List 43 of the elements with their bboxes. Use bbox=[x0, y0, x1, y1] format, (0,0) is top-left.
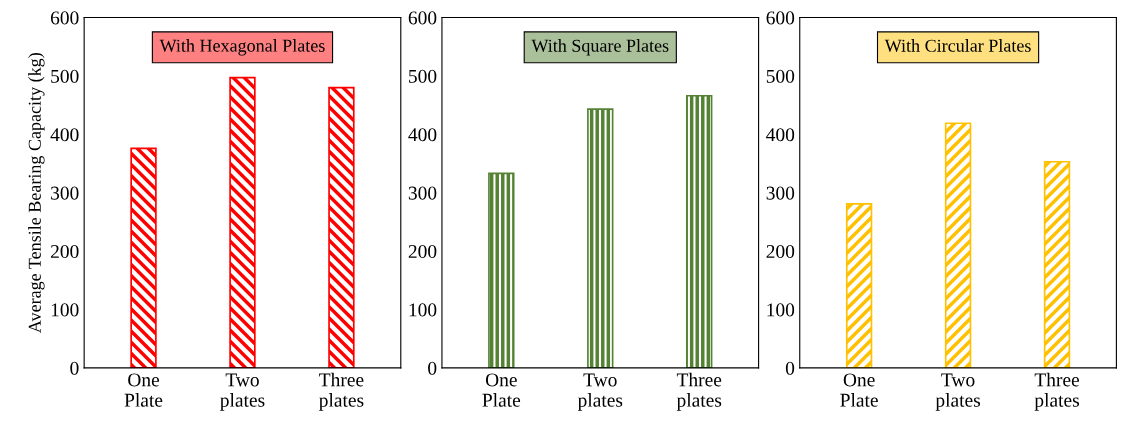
bar bbox=[328, 86, 355, 368]
bar bbox=[587, 108, 614, 368]
y-tick-label: 300 bbox=[766, 186, 795, 200]
y-tick-label: 200 bbox=[50, 244, 79, 259]
bar bbox=[1043, 160, 1071, 368]
y-tick-label: 400 bbox=[766, 128, 795, 142]
y-tick-label: 500 bbox=[51, 69, 79, 83]
y-tick-label: 0 bbox=[428, 361, 437, 375]
y-tick-label: 100 bbox=[409, 303, 437, 317]
bar bbox=[229, 76, 256, 368]
y-tick-label: 200 bbox=[766, 244, 795, 259]
bar bbox=[130, 147, 157, 368]
y-tick-label: 500 bbox=[766, 69, 795, 83]
x-tick-label: Three plates bbox=[319, 372, 364, 411]
x-tick-label: One Plate bbox=[840, 373, 878, 407]
y-tick-label: 200 bbox=[408, 244, 437, 259]
x-tick-label: Two plates bbox=[220, 373, 265, 411]
y-tick-label: 600 bbox=[50, 11, 79, 25]
y-axis-title: Average Tensile Bearing Capacity (kg) bbox=[28, 53, 45, 333]
text: With Circular Plates bbox=[884, 39, 1031, 52]
bar bbox=[488, 172, 515, 368]
bar bbox=[944, 122, 972, 368]
y-tick-label: 400 bbox=[50, 128, 79, 142]
x-tick-label: One Plate bbox=[482, 373, 521, 407]
text: With Hexagonal Plates bbox=[159, 39, 325, 56]
y-tick-label: 0 bbox=[70, 361, 79, 375]
y-tick-label: 400 bbox=[408, 128, 437, 142]
x-tick-label: Two plates bbox=[577, 373, 623, 411]
x-tick-label: Two plates bbox=[935, 373, 981, 411]
x-tick-label: Three plates bbox=[1034, 372, 1080, 411]
y-tick-label: 300 bbox=[51, 186, 79, 200]
text: With Square Plates bbox=[531, 39, 669, 56]
y-tick-label: 500 bbox=[409, 69, 437, 83]
x-tick-label: One Plate bbox=[124, 373, 163, 407]
x-tick-label: Three plates bbox=[676, 372, 722, 411]
y-tick-label: 300 bbox=[408, 186, 437, 200]
bar bbox=[845, 202, 873, 368]
y-tick-label: 600 bbox=[408, 11, 437, 25]
y-tick-label: 600 bbox=[766, 11, 795, 25]
bar bbox=[686, 94, 713, 368]
y-tick-label: 100 bbox=[51, 303, 79, 317]
y-tick-label: 0 bbox=[785, 361, 795, 375]
y-tick-label: 100 bbox=[767, 303, 795, 317]
